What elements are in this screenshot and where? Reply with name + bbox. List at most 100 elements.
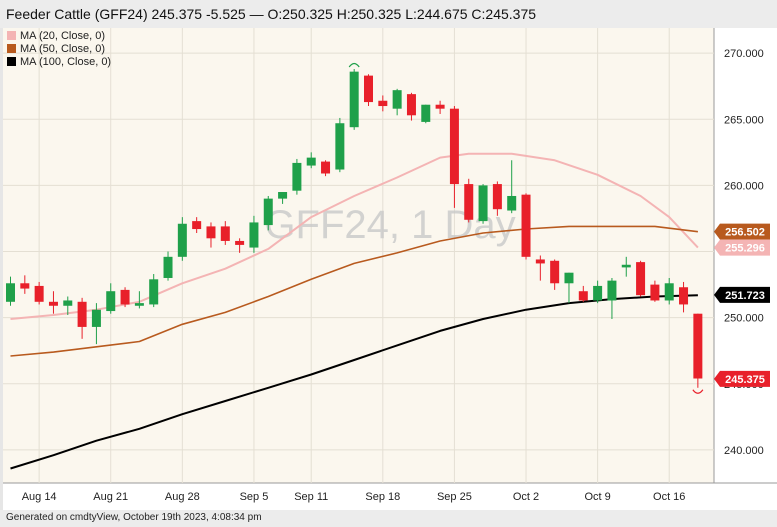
candle <box>406 92 416 121</box>
candle-body <box>636 262 646 296</box>
candle <box>435 100 445 114</box>
candle-body <box>521 194 531 257</box>
candle-body <box>163 256 173 278</box>
price-label-text: 255.296 <box>725 243 765 255</box>
ma20-line <box>10 152 699 320</box>
candle-body <box>134 303 144 306</box>
candle <box>6 276 15 306</box>
candle-body <box>206 226 216 239</box>
candle-body <box>149 279 159 305</box>
candle-body <box>507 195 517 211</box>
candle-body <box>120 289 130 305</box>
candle-body <box>535 259 545 264</box>
candle-body <box>679 287 689 305</box>
candle <box>120 287 130 308</box>
candle <box>478 184 488 224</box>
candle-body <box>91 309 101 327</box>
candle <box>650 280 660 302</box>
y-tick-label: 265.000 <box>724 114 764 126</box>
x-tick-label: Sep 11 <box>294 491 328 503</box>
candle <box>507 160 517 214</box>
candle <box>278 192 288 204</box>
legend-swatch <box>7 31 16 40</box>
candle-body <box>177 223 187 257</box>
candle <box>106 283 116 314</box>
candle-body <box>464 184 474 220</box>
candle-body <box>621 264 631 268</box>
candle <box>149 274 159 308</box>
candle-body <box>278 192 288 199</box>
candle-body <box>421 104 431 122</box>
legend-swatch <box>7 57 16 66</box>
x-tick-label: Oct 2 <box>513 491 539 503</box>
candle-body <box>321 161 331 174</box>
candle-body <box>48 301 58 306</box>
candle-body <box>607 280 617 301</box>
candle <box>593 280 603 304</box>
candle <box>206 222 216 248</box>
legend-label: MA (50, Close, 0) <box>20 43 105 55</box>
legend-swatch <box>7 44 16 53</box>
candle <box>492 181 502 216</box>
legend-entry: MA (20, Close, 0) <box>7 30 105 42</box>
candle <box>91 303 101 345</box>
price-label-text: 251.723 <box>725 290 765 302</box>
candle <box>263 195 273 231</box>
candle <box>421 104 431 124</box>
candle-body <box>63 300 73 306</box>
candle <box>192 217 202 234</box>
price-label-box <box>714 223 770 240</box>
candle-body <box>449 108 459 185</box>
candle-body <box>106 291 116 312</box>
candle <box>34 281 44 305</box>
candle <box>636 260 646 297</box>
candle <box>392 88 402 116</box>
candle-body <box>593 285 603 301</box>
legend-label: MA (20, Close, 0) <box>20 30 105 42</box>
candle-body <box>235 240 245 245</box>
x-tick-label: Aug 14 <box>22 491 57 503</box>
candle <box>321 160 331 177</box>
x-tick-label: Oct 9 <box>584 491 610 503</box>
candle <box>77 297 87 339</box>
x-tick-label: Aug 28 <box>165 491 200 503</box>
legend-label: MA (100, Close, 0) <box>20 56 111 68</box>
candle-body <box>564 272 574 284</box>
legend-entry: MA (100, Close, 0) <box>7 56 111 68</box>
candle-body <box>249 222 259 248</box>
candle-body <box>335 123 345 170</box>
candle <box>306 152 316 169</box>
price-label-last: 245.375 <box>714 370 770 387</box>
x-tick-label: Oct 16 <box>653 491 685 503</box>
chart-footer: Generated on cmdtyView, October 19th 202… <box>0 510 777 527</box>
price-label-box <box>714 370 770 387</box>
price-label-ma20: 255.296 <box>714 239 770 256</box>
candle <box>249 215 259 253</box>
candle-body <box>378 100 388 107</box>
price-label-text: 256.502 <box>725 227 765 239</box>
candle-body <box>435 104 445 109</box>
candle <box>550 259 560 290</box>
candle-body <box>20 283 30 289</box>
candle-body <box>392 90 402 109</box>
candle <box>134 291 144 309</box>
y-tick-label: 240.000 <box>724 445 764 457</box>
candle <box>521 193 531 260</box>
price-label-text: 245.375 <box>725 374 765 386</box>
x-tick-label: Sep 5 <box>240 491 269 503</box>
candle <box>163 251 173 281</box>
candle-body <box>306 157 316 166</box>
candle <box>679 281 689 313</box>
candle-body <box>693 313 703 379</box>
candle-body <box>650 284 660 301</box>
candle <box>48 291 58 314</box>
candle <box>464 178 474 223</box>
x-axis-panel <box>3 483 777 510</box>
candle-body <box>478 185 488 222</box>
candle-body <box>77 301 87 327</box>
candle <box>220 221 230 245</box>
candle <box>235 238 245 253</box>
y-tick-label: 260.000 <box>724 180 764 192</box>
